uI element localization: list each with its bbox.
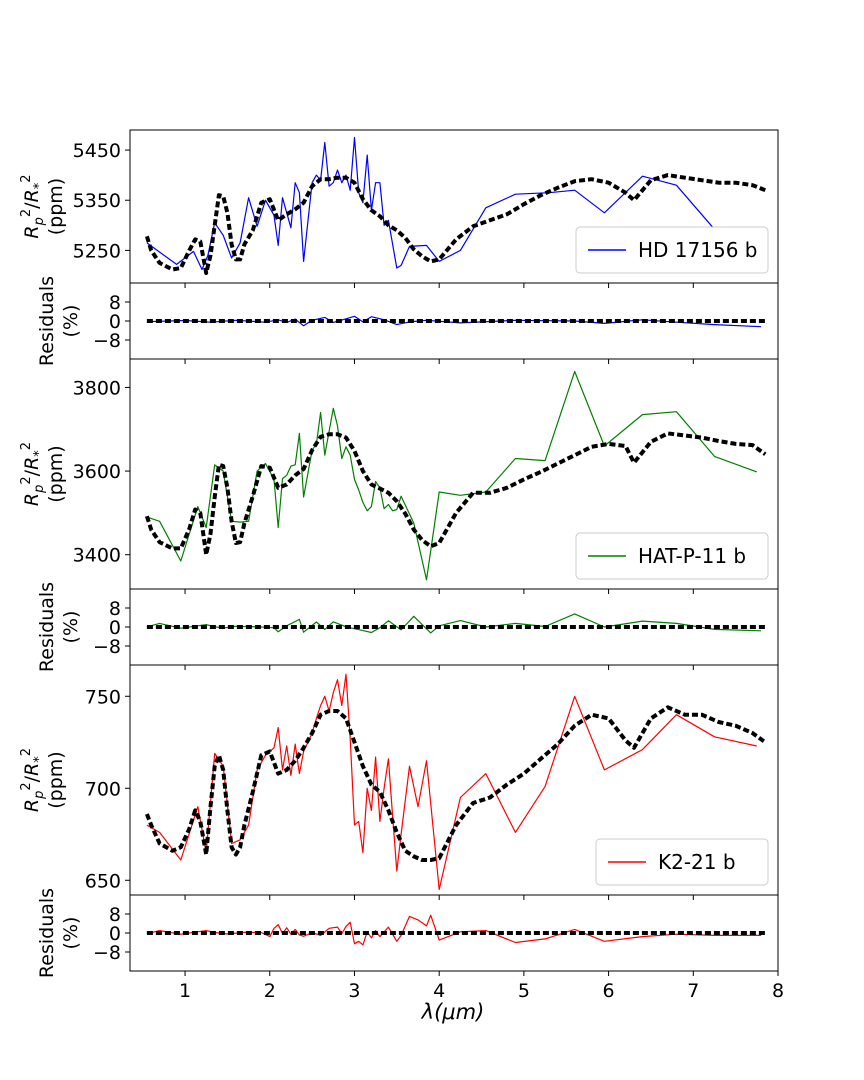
y-tick-label: 700 — [85, 778, 121, 800]
y-tick-label: 0 — [109, 311, 121, 333]
y-tick-label: 0 — [109, 923, 121, 945]
x-tick-label: 7 — [687, 980, 699, 1002]
panel-hatp11-residuals: −808 Residuals (%) — [36, 582, 779, 672]
y-tick-label: 3400 — [73, 545, 121, 567]
x-tick-label: 1 — [179, 980, 191, 1002]
y-tick-label: 5350 — [73, 190, 121, 212]
model-line — [144, 431, 767, 557]
legend: HAT-P-11 b — [575, 532, 769, 580]
y-axis-label: Rp2/R*2 (ppm) — [19, 174, 67, 238]
panel-hatp11-main: 3400 3600 3800 Rp2/R*2 (ppm) HAT-P-11 b — [19, 358, 779, 594]
y-tick-label: 8 — [109, 598, 121, 620]
y-tick-label: 5250 — [73, 240, 121, 262]
y-tick-label: 3600 — [73, 461, 121, 483]
y-tick-label: 5450 — [73, 140, 121, 162]
y-axis-label: Rp2/R*2 (ppm) — [19, 748, 67, 812]
panel-hd17156-main: 5250 5350 5450 Rp2/R*2 (ppm) HD 17156 b — [19, 129, 779, 288]
y-tick-label: −8 — [93, 942, 121, 964]
panel-k221-main: 650 700 750 Rp2/R*2 (ppm) K2-21 b — [19, 664, 779, 900]
x-axis-label: λ(μm) — [421, 1000, 485, 1024]
x-tick-label: 2 — [264, 980, 276, 1002]
model-line — [144, 173, 767, 275]
series-line — [146, 914, 762, 946]
model-line — [145, 705, 767, 862]
y-tick-label: 650 — [85, 870, 121, 892]
x-tick-label: 6 — [603, 980, 615, 1002]
x-tick-label: 5 — [518, 980, 530, 1002]
series-line — [146, 370, 758, 581]
x-tick-label: 4 — [433, 980, 445, 1002]
y-tick-label: 750 — [85, 686, 121, 708]
y-tick-label: 0 — [109, 617, 121, 639]
series-line — [146, 613, 762, 634]
x-tick-label: 3 — [348, 980, 360, 1002]
y-tick-label: 3800 — [73, 377, 121, 399]
y-tick-label: 8 — [109, 904, 121, 926]
y-axis-label: Residuals (%) — [36, 582, 82, 672]
panel-hd17156-residuals: −808 Residuals (%) — [36, 276, 779, 366]
y-tick-label: −8 — [93, 636, 121, 658]
x-tick-label: 8 — [772, 980, 784, 1002]
y-axis-label: Rp2/R*2 (ppm) — [19, 442, 67, 506]
y-axis-label: Residuals (%) — [36, 888, 82, 978]
legend-label: K2-21 b — [658, 850, 736, 874]
series-line — [146, 136, 758, 271]
series-line — [146, 673, 757, 891]
y-axis-label: Residuals (%) — [36, 276, 82, 366]
legend-label: HD 17156 b — [638, 238, 757, 262]
legend-label: HAT-P-11 b — [638, 544, 746, 568]
y-tick-label: 8 — [109, 292, 121, 314]
legend: K2-21 b — [595, 838, 769, 886]
legend: HD 17156 b — [575, 226, 769, 274]
y-tick-label: −8 — [93, 330, 121, 352]
